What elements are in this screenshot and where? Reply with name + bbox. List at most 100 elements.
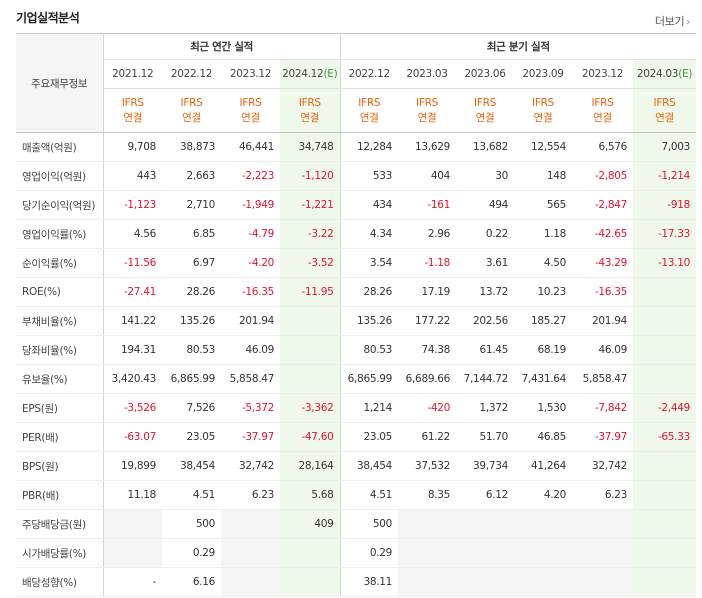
- more-link[interactable]: 더보기 ›: [655, 13, 690, 29]
- table-cell: -2,223: [221, 161, 280, 191]
- table-cell: 135.26: [162, 306, 221, 336]
- ifrs-label: IFRS: [239, 96, 262, 109]
- table-cell: 6,689.66: [398, 364, 456, 394]
- row-label: 영업이익률(%): [16, 219, 104, 249]
- row-label: 부채비율(%): [16, 306, 104, 336]
- table-cell: 494: [456, 190, 514, 220]
- table-cell: 443: [103, 161, 162, 191]
- table-cell: 148: [514, 161, 572, 191]
- table-row: BPS(원) 19,899 38,454 32,742 28,164 38,454 37,5…: [16, 451, 696, 481]
- table-cell: -42.65: [572, 219, 633, 249]
- table-cell: 32,742: [221, 451, 280, 481]
- table-cell: -16.35: [221, 277, 280, 307]
- table-cell: 185.27: [514, 306, 572, 336]
- period-label: 2023.12: [229, 68, 272, 80]
- table-cell: -918: [633, 190, 696, 220]
- table-cell: -4.79: [221, 219, 280, 249]
- period-label: 2024.03: [636, 68, 679, 80]
- ifrs-label: IFRS: [358, 96, 381, 109]
- table-cell: 2.96: [398, 219, 456, 249]
- table-cell: [221, 538, 280, 568]
- table-cell: -1,214: [633, 161, 696, 191]
- table-cell: [280, 538, 340, 568]
- section-title: 기업실적분석: [16, 11, 80, 25]
- table-cell: 4.51: [339, 480, 398, 510]
- table-cell: 80.53: [162, 335, 221, 365]
- table-cell: 46.85: [514, 422, 572, 452]
- table-cell: -43.29: [572, 248, 633, 278]
- estimate-mark: (E): [323, 68, 338, 80]
- table-cell: [280, 335, 340, 365]
- table-cell: 28,164: [280, 451, 340, 481]
- corner-header: 주요재무정보: [16, 33, 104, 133]
- ifrs-label: IFRS: [653, 96, 676, 109]
- table-cell: 34,748: [280, 132, 340, 162]
- table-cell: -3,362: [280, 393, 340, 423]
- ifrs-label: IFRS: [180, 96, 203, 109]
- consolidated-label: 연결: [475, 111, 495, 124]
- table-cell: [633, 509, 696, 539]
- table-cell: [633, 335, 696, 365]
- table-cell: 4.34: [339, 219, 398, 249]
- table-cell: 38,873: [162, 132, 221, 162]
- table-cell: 0.29: [339, 538, 398, 568]
- table-cell: 2,710: [162, 190, 221, 220]
- table-row: ROE(%) -27.41 28.26 -16.35 -11.95 28.26 17.19 1…: [16, 277, 696, 307]
- period-header: 2023.12: [221, 59, 280, 89]
- table-row: 배당성향(%) -6.16 38.11: [16, 567, 696, 597]
- table-cell: 7,526: [162, 393, 221, 423]
- consolidated-label: 연결: [241, 111, 260, 124]
- table-cell: 3.54: [339, 248, 398, 278]
- table-cell: -13.10: [633, 248, 696, 278]
- table-cell: 6,865.99: [162, 364, 221, 394]
- consolidated-label: 연결: [533, 111, 553, 124]
- table-cell: 46.09: [572, 335, 633, 365]
- consolidated-label: 연결: [655, 111, 674, 124]
- table-row: 시가배당률(%) 0.29 0.29: [16, 538, 696, 568]
- table-cell: 41,264: [514, 451, 572, 481]
- table-cell: 68.19: [514, 335, 572, 365]
- table-cell: -7,842: [572, 393, 633, 423]
- table-row: PER(배) -63.07 23.05 -37.97 -47.60 23.05 61.22 5…: [16, 422, 696, 452]
- table-cell: -65.33: [633, 422, 696, 452]
- ifrs-basis-header: IFRS 연결: [514, 88, 572, 133]
- table-cell: 7,431.64: [514, 364, 572, 394]
- ifrs-label: IFRS: [532, 96, 554, 109]
- table-row: 당기순이익(억원) -1,123 2,710 -1,949 -1,221 434 -161 4…: [16, 190, 696, 220]
- period-label: 2023.06: [464, 68, 506, 80]
- table-cell: 0.22: [456, 219, 514, 249]
- table-cell: -3.22: [280, 219, 340, 249]
- table-cell: 141.22: [103, 306, 162, 336]
- table-cell: 30: [456, 161, 514, 191]
- table-cell: 7,144.72: [456, 364, 514, 394]
- table-cell: 500: [162, 509, 221, 539]
- table-cell: 2,663: [162, 161, 221, 191]
- table-cell: 6,576: [572, 132, 633, 162]
- table-cell: [221, 509, 280, 539]
- table-cell: 565: [514, 190, 572, 220]
- table-cell: 5,858.47: [221, 364, 280, 394]
- table-cell: 5.68: [280, 480, 340, 510]
- financial-summary-table: 주요재무정보 최근 연간 실적 최근 분기 실적 2021.12 2022.12 2…: [16, 33, 696, 597]
- ifrs-basis-header: IFRS 연결: [103, 88, 162, 133]
- table-cell: [456, 538, 514, 568]
- table-cell: 6.16: [162, 567, 221, 597]
- period-header: 2023.12: [572, 59, 633, 89]
- table-cell: -1,123: [103, 190, 162, 220]
- table-cell: -4.20: [221, 248, 280, 278]
- ifrs-basis-header: IFRS 연결: [398, 88, 456, 133]
- table-cell: [280, 306, 340, 336]
- table-cell: -11.56: [103, 248, 162, 278]
- ifrs-basis-header: IFRS 연결: [633, 88, 696, 133]
- table-cell: -161: [398, 190, 456, 220]
- table-cell: 23.05: [162, 422, 221, 452]
- row-label: BPS(원): [16, 451, 104, 481]
- row-label: ROE(%): [16, 277, 104, 307]
- row-label: EPS(원): [16, 393, 104, 423]
- table-cell: -3.52: [280, 248, 340, 278]
- ifrs-label: IFRS: [298, 96, 321, 109]
- table-cell: 61.22: [398, 422, 456, 452]
- ifrs-label: IFRS: [474, 96, 496, 109]
- table-cell: [398, 509, 456, 539]
- table-row: 순이익률(%) -11.56 6.97 -4.20 -3.52 3.54 -1.18 3.61…: [16, 248, 696, 278]
